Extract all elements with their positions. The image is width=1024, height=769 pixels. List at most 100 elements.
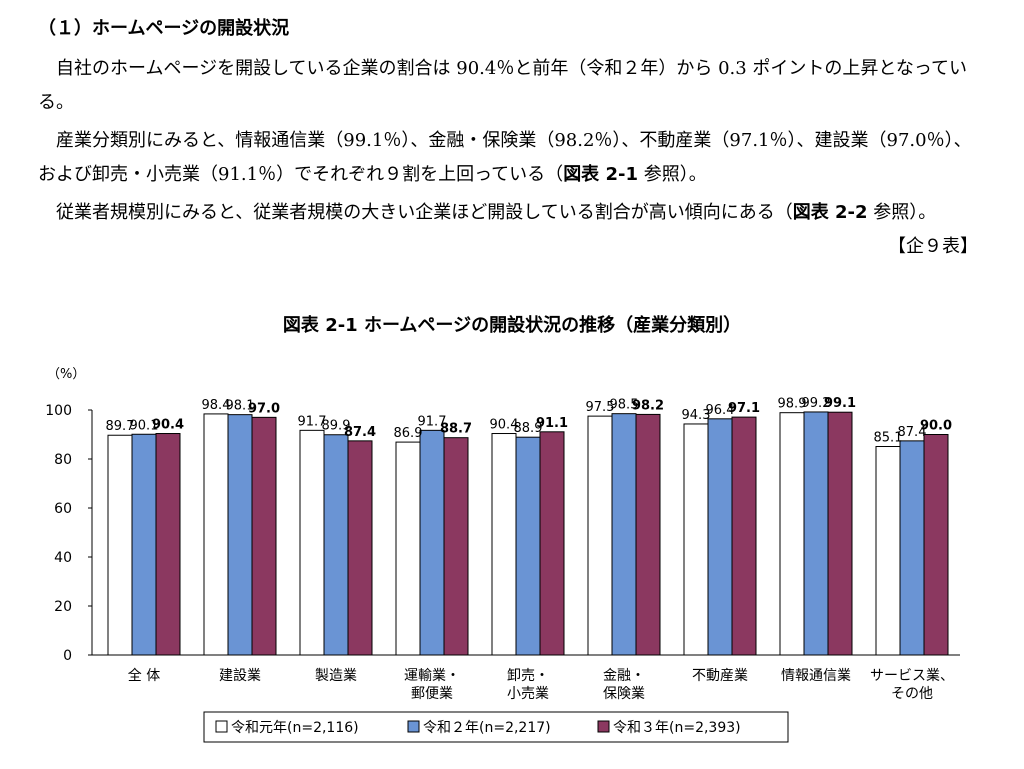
x-axis: 全 体 建設業 製造業 運輸業・郵便業 卸売・小売業 金融・保険業 不動産業 情報通信業 サービ… bbox=[92, 654, 960, 702]
bar bbox=[875, 446, 901, 656]
category-label: 情報通信業 bbox=[781, 668, 851, 684]
legend-entry: 令和３年(n=2,393) bbox=[613, 720, 741, 736]
bars bbox=[107, 411, 949, 656]
bar bbox=[923, 434, 949, 656]
bar-value-label: 97.0 bbox=[248, 401, 280, 416]
category-label: 郵便業 bbox=[411, 686, 453, 702]
source-note: 【企９表】 bbox=[888, 236, 978, 257]
bar-value-label: 86.9 bbox=[394, 426, 423, 441]
bar bbox=[443, 437, 469, 656]
bar-value-label: 98.5 bbox=[610, 398, 639, 413]
bar-value-label: 90.4 bbox=[490, 418, 519, 433]
y-tick-label: 20 bbox=[54, 599, 72, 615]
y-tick-label: 60 bbox=[54, 501, 72, 517]
legend-entry: 令和元年(n=2,116) bbox=[231, 720, 359, 736]
bar bbox=[587, 415, 613, 656]
bar bbox=[107, 434, 133, 656]
bar-value-label: 97.1 bbox=[728, 401, 760, 416]
bar-value-label: 88.9 bbox=[514, 421, 543, 436]
paragraph-3-text: 従業者規模別にみると、従業者規模の大きい企業ほど開設している割合が高い傾向にある… bbox=[56, 202, 793, 223]
y-axis: （%） 0 20 40 60 80 100 bbox=[45, 367, 93, 664]
bar bbox=[419, 429, 445, 656]
bar bbox=[683, 423, 709, 656]
bar bbox=[491, 433, 517, 656]
bar bbox=[803, 411, 829, 656]
bar-value-label: 87.4 bbox=[898, 425, 927, 440]
bar bbox=[395, 441, 421, 656]
bar bbox=[347, 440, 373, 656]
y-tick-label: 0 bbox=[63, 648, 72, 664]
bar bbox=[827, 411, 853, 656]
legend-entry: 令和２年(n=2,217) bbox=[423, 720, 551, 736]
paragraph-1: 自社のホームページを開設している企業の割合は 90.4％と前年（令和２年）から … bbox=[38, 52, 978, 120]
bar bbox=[515, 436, 541, 656]
legend: 令和元年(n=2,116) 令和２年(n=2,217) 令和３年(n=2,393) bbox=[203, 711, 789, 743]
paragraph-1-text: 自社のホームページを開設している企業の割合は 90.4％と前年（令和２年）から … bbox=[38, 58, 967, 113]
bar-value-label: 99.2 bbox=[802, 396, 831, 411]
category-label: その他 bbox=[891, 686, 933, 702]
bar-value-label: 98.9 bbox=[778, 397, 807, 412]
paragraph-3-tail: 参照）。 bbox=[867, 202, 937, 223]
category-label: 建設業 bbox=[219, 668, 261, 684]
legend-box bbox=[203, 711, 789, 743]
bar bbox=[635, 413, 661, 656]
bar bbox=[251, 416, 277, 656]
category-label: 保険業 bbox=[603, 686, 645, 702]
bar-value-label: 94.3 bbox=[682, 408, 711, 423]
bar bbox=[707, 418, 733, 656]
y-tick-label: 80 bbox=[54, 452, 72, 468]
bar bbox=[227, 414, 253, 656]
bar-value-label: 90.1 bbox=[130, 418, 159, 433]
bar-value-label: 87.4 bbox=[344, 425, 376, 440]
figure-ref-2-2: 図表 2-2 bbox=[792, 202, 868, 223]
bar-value-label: 96.4 bbox=[706, 403, 735, 418]
bar bbox=[203, 413, 229, 656]
bar-value-label: 85.1 bbox=[874, 431, 903, 446]
category-label: 小売業 bbox=[507, 686, 549, 702]
bar-value-label: 98.4 bbox=[202, 398, 231, 413]
figure-title: 図表 2-1 ホームページの開設状況の推移（産業分類別） bbox=[282, 315, 742, 336]
y-tick-label: 40 bbox=[54, 550, 72, 566]
bar bbox=[779, 412, 805, 656]
bar bbox=[155, 433, 181, 656]
bar-value-label: 91.1 bbox=[536, 416, 568, 431]
section-heading: （１）ホームページの開設状況 bbox=[38, 18, 290, 39]
paragraph-2: 産業分類別にみると、情報通信業（99.1％）、金融・保険業（98.2％）、不動産… bbox=[38, 124, 978, 192]
category-label: 全 体 bbox=[128, 667, 160, 684]
bar-value-label: 90.0 bbox=[920, 419, 952, 434]
bar-value-label: 89.9 bbox=[322, 419, 351, 434]
bar bbox=[323, 434, 349, 656]
bar-value-label: 91.7 bbox=[298, 414, 327, 429]
paragraph-3: 従業者規模別にみると、従業者規模の大きい企業ほど開設している割合が高い傾向にある… bbox=[38, 196, 978, 264]
category-label: 不動産業 bbox=[692, 668, 748, 684]
legend-swatch bbox=[215, 720, 228, 733]
y-tick-label: 100 bbox=[45, 403, 72, 419]
bar-value-label: 89.7 bbox=[106, 419, 135, 434]
legend-swatch bbox=[597, 720, 610, 733]
bar bbox=[731, 416, 757, 656]
legend-swatch bbox=[407, 720, 420, 733]
category-label: 製造業 bbox=[315, 668, 357, 684]
bar-value-label: 98.1 bbox=[226, 399, 255, 414]
category-label: サービス業、 bbox=[870, 668, 954, 684]
category-label: 金融・ bbox=[603, 668, 645, 684]
bar bbox=[611, 413, 637, 656]
category-label: 卸売・ bbox=[507, 668, 549, 684]
y-axis-unit: （%） bbox=[47, 367, 85, 382]
bar-value-label: 98.2 bbox=[632, 398, 664, 413]
bar-value-label: 99.1 bbox=[824, 396, 856, 411]
category-label: 運輸業・ bbox=[404, 668, 460, 684]
bar bbox=[131, 433, 157, 656]
paragraph-2-tail: 参照）。 bbox=[637, 164, 707, 185]
bar bbox=[539, 431, 565, 656]
bar bbox=[299, 429, 325, 656]
bar bbox=[899, 440, 925, 656]
bar-value-label: 97.5 bbox=[586, 400, 615, 415]
paragraph-2-text: 産業分類別にみると、情報通信業（99.1％）、金融・保険業（98.2％）、不動産… bbox=[38, 130, 972, 185]
figure-ref-2-1: 図表 2-1 bbox=[563, 164, 638, 185]
value-labels: 89.790.190.498.498.197.091.789.987.4 86.9… bbox=[106, 396, 953, 446]
bar-value-label: 91.7 bbox=[418, 414, 447, 429]
bar-value-label: 90.4 bbox=[152, 418, 184, 433]
bar-value-label: 88.7 bbox=[440, 422, 472, 437]
